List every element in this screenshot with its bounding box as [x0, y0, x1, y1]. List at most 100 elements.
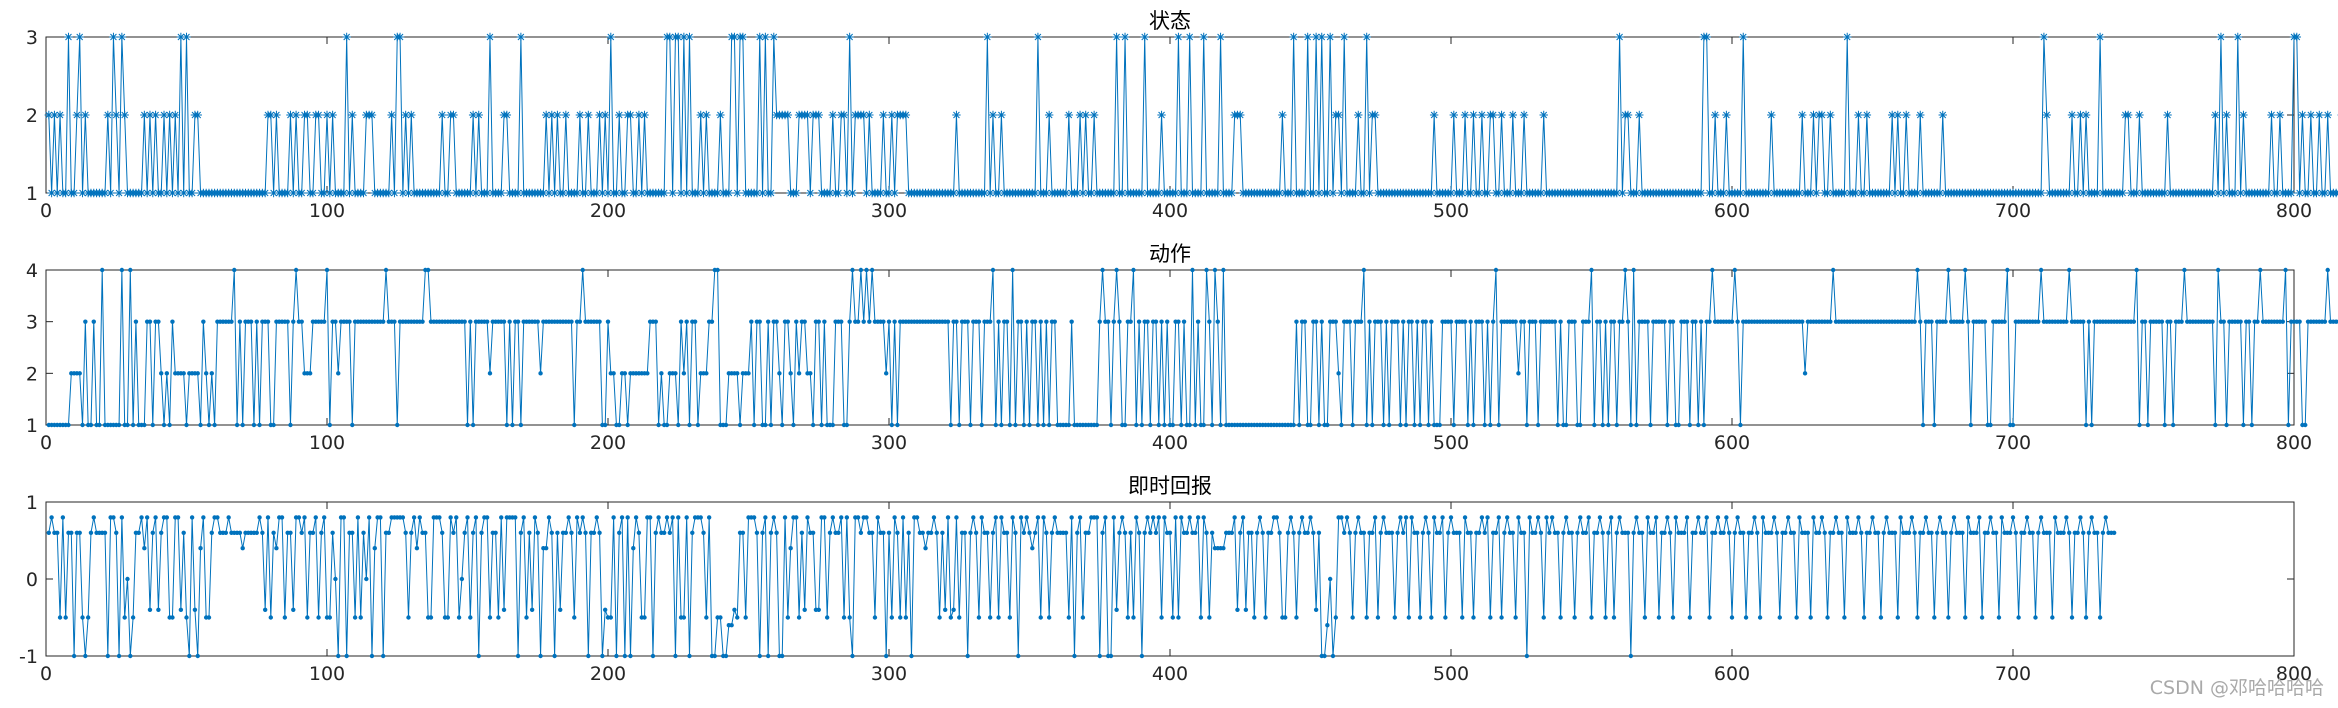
- data-point: [631, 188, 641, 198]
- data-point: [827, 530, 833, 535]
- data-point: [209, 530, 214, 535]
- data-point: [1423, 515, 1428, 520]
- data-point: [1367, 319, 1372, 324]
- data-point: [1833, 515, 1839, 520]
- data-point: [563, 530, 569, 535]
- data-point: [2233, 32, 2242, 42]
- data-point: [448, 515, 453, 520]
- data-point: [1982, 319, 1988, 324]
- data-point: [1934, 530, 1940, 535]
- data-point: [602, 607, 608, 612]
- data-point: [664, 515, 670, 520]
- data-point: [735, 371, 740, 376]
- data-point: [279, 515, 285, 520]
- data-point: [606, 32, 616, 42]
- data-point: [398, 188, 408, 198]
- data-point: [1458, 188, 1467, 198]
- data-point: [1032, 319, 1038, 324]
- data-point: [283, 188, 292, 198]
- data-point: [2013, 530, 2019, 535]
- data-point: [2075, 530, 2080, 535]
- data-point: [265, 515, 271, 520]
- data-point: [1426, 530, 1431, 535]
- data-point: [44, 110, 54, 120]
- data-point: [497, 188, 506, 198]
- data-point: [325, 188, 335, 198]
- data-point: [1555, 530, 1560, 535]
- data-point: [1729, 319, 1735, 324]
- data-point: [633, 515, 639, 520]
- data-point: [1943, 319, 1948, 324]
- data-point: [706, 515, 712, 520]
- x-tick-label: 200: [590, 432, 626, 454]
- data-point: [1221, 546, 1226, 551]
- data-point: [1446, 188, 1456, 198]
- data-point: [802, 319, 807, 324]
- data-point: [766, 188, 776, 198]
- data-point: [2030, 530, 2035, 535]
- data-point: [465, 515, 470, 520]
- data-point: [1073, 188, 1082, 198]
- data-point: [1308, 515, 1313, 520]
- data-point: [2208, 188, 2217, 198]
- data-point: [1179, 422, 1184, 428]
- action-subplot: 动作 0 100 200 300 400 500 600 700 800 1 2 3 4: [26, 242, 2338, 454]
- data-point: [288, 530, 293, 535]
- data-point: [266, 110, 275, 120]
- data-point: [1415, 530, 1420, 535]
- data-point: [237, 319, 243, 324]
- x-tick-label: 100: [309, 663, 345, 685]
- data-point: [1892, 530, 1898, 535]
- data-point: [1311, 530, 1316, 535]
- data-point: [1187, 422, 1192, 428]
- data-point: [484, 515, 490, 520]
- data-point: [1046, 422, 1052, 428]
- data-point: [1806, 188, 1815, 198]
- data-point: [504, 422, 510, 428]
- data-point: [1460, 110, 1470, 120]
- data-point: [1041, 515, 1046, 520]
- data-point: [1513, 319, 1518, 324]
- data-point: [350, 422, 355, 428]
- data-point: [876, 188, 885, 198]
- data-point: [1575, 530, 1580, 535]
- data-point: [63, 615, 68, 620]
- y-tick-label: 3: [26, 312, 38, 334]
- data-point: [850, 653, 855, 659]
- data-point: [1466, 188, 1475, 198]
- data-point: [684, 515, 689, 520]
- data-point: [285, 319, 290, 324]
- data-point: [855, 515, 861, 520]
- data-point: [1696, 422, 1701, 428]
- data-point: [1201, 422, 1206, 428]
- data-point: [2078, 515, 2083, 520]
- data-point: [1291, 422, 1296, 428]
- data-point: [1136, 530, 1142, 535]
- data-point: [1033, 32, 1043, 42]
- data-point: [569, 530, 574, 535]
- data-point: [69, 188, 79, 198]
- data-point: [91, 319, 96, 324]
- data-point: [333, 576, 338, 582]
- data-point: [673, 653, 678, 659]
- data-point: [1196, 188, 1206, 198]
- data-point: [513, 188, 523, 198]
- data-point: [980, 188, 989, 198]
- data-point: [662, 530, 667, 535]
- data-point: [150, 530, 155, 535]
- data-point: [1665, 515, 1670, 520]
- y-tick-label: 0: [26, 569, 38, 591]
- data-point: [768, 422, 774, 428]
- data-point: [271, 422, 276, 428]
- data-point: [1227, 188, 1237, 198]
- data-point: [1859, 530, 1864, 535]
- data-point: [549, 530, 554, 535]
- data-point: [206, 422, 212, 428]
- data-point: [1275, 188, 1284, 198]
- data-point: [1427, 188, 1436, 198]
- data-point: [1541, 615, 1546, 620]
- data-point: [518, 530, 524, 535]
- data-point: [130, 422, 136, 428]
- data-point: [310, 530, 316, 535]
- data-point: [555, 530, 560, 535]
